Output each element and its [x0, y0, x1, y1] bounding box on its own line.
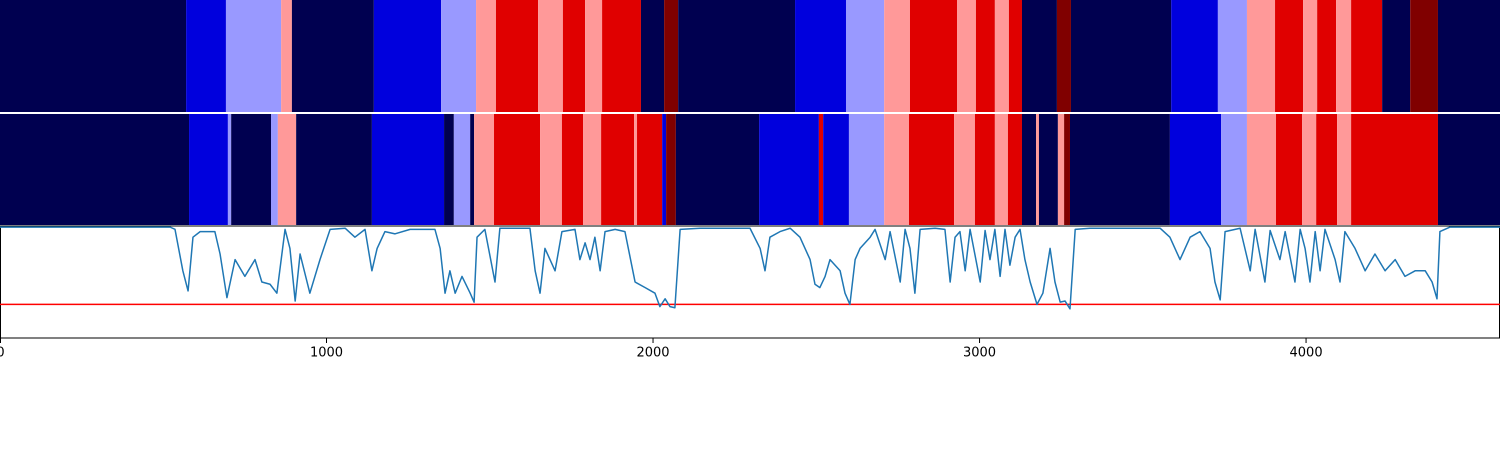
segment: [637, 114, 663, 225]
segment: [994, 114, 1008, 225]
segment: [845, 0, 885, 112]
segment: [666, 114, 676, 225]
segment: [909, 0, 958, 112]
segment: [1056, 0, 1071, 112]
segment: [371, 114, 445, 225]
segment: [296, 114, 372, 225]
segment: [1410, 0, 1438, 112]
segment-bands: [0, 0, 1500, 225]
segment: [1021, 114, 1037, 225]
segment: [1036, 114, 1039, 225]
segment: [281, 0, 292, 112]
x-tick-label: 2000: [636, 346, 669, 361]
segment: [1351, 114, 1438, 225]
x-tick-label: 3000: [963, 346, 996, 361]
segment: [271, 114, 278, 225]
segment: [1021, 0, 1057, 112]
segment: [675, 114, 760, 225]
segment: [1217, 0, 1247, 112]
segment: [1038, 114, 1058, 225]
x-tick-label: 0: [0, 346, 5, 361]
segment: [954, 114, 975, 225]
segment: [818, 114, 824, 225]
segment: [1171, 0, 1218, 112]
segment: [1064, 114, 1070, 225]
segment: [909, 114, 955, 225]
segment: [1057, 114, 1065, 225]
segment: [975, 0, 995, 112]
segment: [495, 0, 539, 112]
segment: [1437, 0, 1500, 112]
segment: [640, 0, 665, 112]
segment: [1221, 114, 1247, 225]
segment: [1246, 114, 1277, 225]
segment: [823, 114, 849, 225]
confidence-line: [0, 226, 1500, 310]
segment: [1276, 114, 1303, 225]
segment: [227, 114, 232, 225]
segment: [1069, 114, 1170, 225]
segment: [884, 0, 910, 112]
segment: [291, 0, 374, 112]
segment: [444, 114, 454, 225]
segment: [1351, 0, 1383, 112]
segment: [974, 114, 995, 225]
segment: [662, 114, 667, 225]
segment: [494, 114, 541, 225]
segment: [1246, 0, 1276, 112]
segment: [0, 0, 187, 112]
segment: [884, 114, 910, 225]
segment: [373, 0, 442, 112]
segment: [601, 114, 635, 225]
segment: [0, 114, 190, 225]
segment: [1008, 0, 1022, 112]
segment: [957, 0, 976, 112]
segment: [1437, 114, 1500, 225]
segment: [795, 0, 846, 112]
segment: [277, 114, 297, 225]
segment: [1336, 0, 1352, 112]
segment: [474, 114, 495, 225]
segment: [1302, 114, 1317, 225]
segment: [225, 0, 282, 112]
segment: [678, 0, 796, 112]
segment: [1382, 0, 1411, 112]
segment: [453, 114, 471, 225]
segment: [561, 114, 584, 225]
segment: [664, 0, 679, 112]
segment: [583, 114, 602, 225]
segment: [1337, 114, 1352, 225]
segment: [231, 114, 272, 225]
segment: [634, 114, 638, 225]
segment: [585, 0, 603, 112]
segment: [1070, 0, 1172, 112]
segment: [1007, 114, 1022, 225]
segment: [1303, 0, 1318, 112]
segment: [1317, 0, 1337, 112]
segment: [540, 114, 562, 225]
segment: [994, 0, 1009, 112]
segment: [476, 0, 496, 112]
segment: [441, 0, 477, 112]
segment: [189, 114, 228, 225]
segment: [1169, 114, 1222, 225]
segment: [562, 0, 586, 112]
segment: [1316, 114, 1338, 225]
segment: [759, 114, 819, 225]
segment: [470, 114, 475, 225]
segment: [186, 0, 226, 112]
x-tick-label: 4000: [1290, 346, 1323, 361]
x-axis: 0 1000 2000 3000 4000: [0, 338, 1323, 361]
segment: [602, 0, 641, 112]
segment: [848, 114, 885, 225]
x-tick-label: 1000: [310, 346, 343, 361]
segment: [538, 0, 563, 112]
segment: [1275, 0, 1304, 112]
